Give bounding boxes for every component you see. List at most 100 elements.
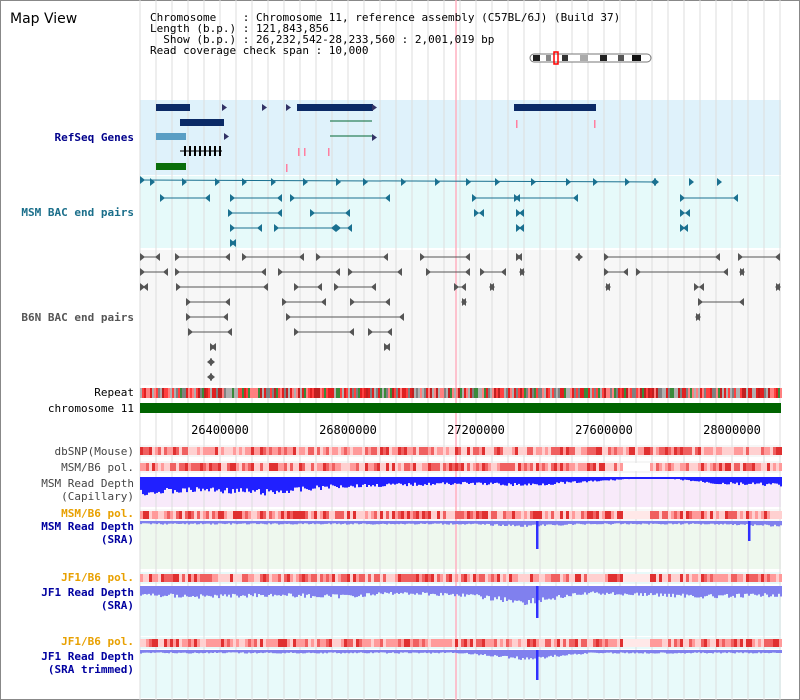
depth-bar	[318, 477, 320, 488]
repeat-segment	[446, 388, 448, 398]
depth-bar	[524, 586, 526, 605]
repeat-track[interactable]	[140, 388, 782, 398]
depth-bar	[580, 521, 582, 525]
polymorphism-cell	[257, 447, 260, 455]
track-label-msm-depth-sra[interactable]: MSM Read Depth	[41, 520, 134, 533]
depth-bar	[142, 650, 144, 653]
track-label-refseq[interactable]: RefSeq Genes	[55, 131, 134, 144]
bac-end-marker	[242, 253, 247, 261]
polymorphism-cell	[521, 574, 524, 582]
depth-bar	[228, 586, 230, 595]
polymorphism-cell	[611, 574, 614, 582]
depth-bar	[506, 477, 508, 486]
repeat-segment	[650, 388, 652, 398]
depth-bar	[480, 586, 482, 597]
depth-bar	[220, 521, 222, 524]
polymorphism-cell	[266, 574, 269, 582]
depth-bar	[416, 650, 418, 653]
polymorphism-cell	[545, 639, 548, 647]
polymorphism-cell	[446, 463, 449, 471]
polymorphism-cell	[500, 463, 503, 471]
track-label-b6n-bac[interactable]: B6N BAC end pairs	[21, 311, 134, 324]
polymorphism-cell	[734, 511, 737, 519]
polymorphism-cell	[677, 463, 680, 471]
depth-bar	[472, 650, 474, 655]
polymorphism-cell	[671, 574, 674, 582]
gene-arrow	[372, 134, 377, 141]
depth-bar	[672, 521, 674, 525]
track-label-jf1-pol[interactable]: JF1/B6 pol.	[61, 571, 134, 584]
polymorphism-cell	[362, 447, 365, 455]
depth-bar	[172, 521, 174, 524]
polymorphism-cell	[188, 511, 191, 519]
repeat-segment	[262, 388, 264, 398]
polymorphism-cell	[560, 447, 563, 455]
bac-end-marker	[150, 178, 155, 186]
polymorphism-cell	[494, 639, 497, 647]
repeat-segment	[454, 388, 456, 398]
depth-bar	[588, 521, 590, 524]
polymorphism-cell	[278, 511, 281, 519]
depth-bar	[774, 477, 776, 484]
polymorphism-cell	[200, 511, 203, 519]
track-label-jf1-depth-trimmed[interactable]: JF1 Read Depth	[41, 650, 134, 663]
depth-bar	[378, 650, 380, 653]
b6n-bac-end-pairs-track[interactable]	[140, 253, 781, 381]
track-label-msm-pol[interactable]: MSM/B6 pol.	[61, 461, 134, 474]
depth-bar	[412, 477, 414, 486]
bac-end-marker	[519, 268, 524, 276]
track-label-jf1-pol-2[interactable]: JF1/B6 pol.	[61, 635, 134, 648]
depth-bar	[238, 586, 240, 598]
refseq-genes-track[interactable]	[156, 104, 596, 172]
polymorphism-cell	[176, 574, 179, 582]
depth-bar	[144, 521, 146, 524]
repeat-segment	[334, 388, 336, 398]
read-depth-tracks[interactable]	[140, 477, 782, 680]
track-label-jf1-depth-sra[interactable]: JF1 Read Depth	[41, 586, 134, 599]
polymorphism-heat-tracks[interactable]	[140, 447, 782, 647]
depth-bar	[254, 586, 256, 594]
polymorphism-cell	[437, 574, 440, 582]
track-label-msm-pol-2[interactable]: MSM/B6 pol.	[61, 507, 134, 520]
depth-bar	[236, 650, 238, 653]
polymorphism-cell	[710, 511, 713, 519]
depth-bar	[770, 586, 772, 597]
polymorphism-cell	[380, 511, 383, 519]
track-label-msm-depth-capillary[interactable]: MSM Read Depth	[41, 477, 134, 490]
polymorphism-cell	[713, 463, 716, 471]
repeat-segment	[572, 388, 574, 398]
polymorphism-cell	[572, 574, 575, 582]
polymorphism-cell	[617, 574, 620, 582]
bac-end-marker	[575, 253, 580, 261]
polymorphism-cell	[314, 639, 317, 647]
polymorphism-cell	[323, 463, 326, 471]
polymorphism-cell	[686, 574, 689, 582]
depth-bar	[452, 477, 454, 485]
depth-bar	[458, 586, 460, 596]
depth-bar	[216, 521, 218, 525]
repeat-segment	[502, 388, 504, 398]
track-label-msm-bac[interactable]: MSM BAC end pairs	[21, 206, 134, 219]
chromosome-bar[interactable]	[140, 403, 781, 413]
track-label-chromosome[interactable]: chromosome 11	[48, 402, 134, 415]
depth-bar	[212, 650, 214, 653]
depth-bar	[516, 650, 518, 657]
polymorphism-cell	[440, 447, 443, 455]
depth-bar	[630, 650, 632, 654]
depth-bar	[690, 650, 692, 654]
polymorphism-cell	[518, 511, 521, 519]
track-label-dbsnp[interactable]: dbSNP(Mouse)	[55, 445, 134, 458]
repeat-segment	[296, 388, 298, 398]
depth-bar	[538, 650, 540, 657]
depth-bar	[190, 586, 192, 597]
chromosome-ideogram[interactable]	[529, 51, 652, 65]
msm-bac-end-pairs-track[interactable]	[139, 176, 738, 247]
depth-bar	[508, 650, 510, 659]
polymorphism-cell	[542, 639, 545, 647]
track-label-repeat[interactable]: Repeat	[94, 386, 134, 399]
polymorphism-cell	[503, 574, 506, 582]
polymorphism-cell	[377, 463, 380, 471]
depth-bar	[364, 586, 366, 597]
depth-bar	[526, 650, 528, 658]
